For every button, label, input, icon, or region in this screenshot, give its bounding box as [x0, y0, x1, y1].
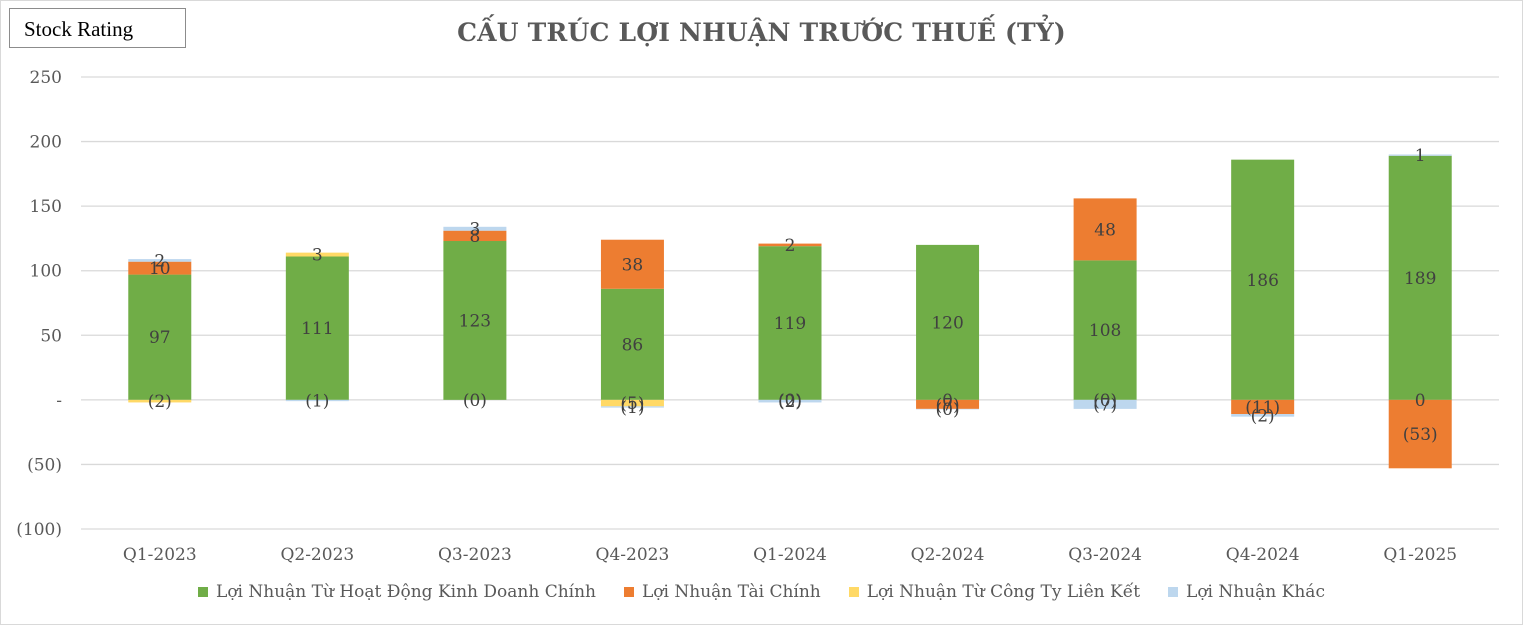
- data-label: 1: [1415, 146, 1426, 166]
- data-label: 2: [154, 251, 165, 271]
- bar-segment: [600, 288, 664, 400]
- bar-segment: [1073, 198, 1137, 261]
- x-tick-label: Q4-2024: [1226, 545, 1300, 565]
- x-tick-label: Q2-2023: [280, 545, 354, 565]
- bar-segment: [443, 241, 507, 400]
- bar-segment: [1231, 414, 1295, 417]
- bar-segment: [1388, 155, 1452, 400]
- x-tick-label: Q1-2023: [123, 545, 197, 565]
- data-label: (2): [148, 392, 172, 412]
- y-tick-label: 150: [30, 197, 62, 217]
- bar-segment: [916, 408, 980, 410]
- data-label: (0): [936, 400, 960, 420]
- bar-segment: [285, 399, 349, 402]
- data-label: 3: [469, 220, 480, 240]
- data-label: (1): [620, 398, 644, 418]
- legend-swatch: [1168, 587, 1179, 597]
- bar-segment: [758, 399, 822, 403]
- bar-segment: [916, 244, 980, 400]
- y-tick-label: (100): [16, 520, 62, 540]
- bar-segment: [285, 256, 349, 400]
- data-label: 48: [1094, 220, 1116, 240]
- x-tick-label: Q3-2024: [1068, 545, 1142, 565]
- data-label: (7): [1093, 395, 1117, 415]
- data-label: (0): [778, 391, 802, 411]
- y-tick-label: 100: [30, 262, 62, 282]
- bar-segment: [1073, 399, 1137, 409]
- x-tick-label: Q4-2023: [596, 545, 670, 565]
- bar-segment: [443, 226, 507, 231]
- bar-segment: [1231, 159, 1295, 400]
- bar-segment: [1388, 154, 1452, 156]
- data-label: (11): [1245, 398, 1280, 418]
- chart-legend: Lợi Nhuận Từ Hoạt Động Kinh Doanh Chính L…: [0, 582, 1523, 602]
- y-tick-label: 50: [40, 326, 62, 346]
- legend-item: Lợi Nhuận Từ Công Ty Liên Kết: [848, 582, 1141, 602]
- data-label: 38: [622, 255, 644, 275]
- x-tick-label: Q3-2023: [438, 545, 512, 565]
- legend-label: Lợi Nhuận Tài Chính: [642, 582, 821, 602]
- y-tick-label: (50): [27, 455, 62, 475]
- stock-rating-badge: Stock Rating: [9, 8, 186, 48]
- bar-segment: [443, 230, 507, 242]
- legend-label: Lợi Nhuận Từ Công Ty Liên Kết: [866, 582, 1141, 602]
- data-label: 119: [774, 314, 806, 334]
- data-label: 0: [1415, 391, 1426, 411]
- data-label: 123: [459, 311, 491, 331]
- data-label: 111: [301, 319, 333, 339]
- bar-segment: [600, 399, 664, 407]
- bar-segment: [916, 399, 980, 409]
- data-label: 120: [931, 313, 963, 333]
- legend-item: Lợi Nhuận Từ Hoạt Động Kinh Doanh Chính: [198, 582, 596, 602]
- y-tick-label: 250: [30, 68, 62, 88]
- bar-segment: [285, 252, 349, 257]
- data-label: (5): [620, 394, 644, 414]
- data-label: 186: [1246, 271, 1278, 291]
- legend-label: Lợi Nhuận Từ Hoạt Động Kinh Doanh Chính: [216, 582, 596, 602]
- legend-swatch: [848, 587, 859, 597]
- data-label: 97: [149, 328, 171, 348]
- legend-item: Lợi Nhuận Tài Chính: [624, 582, 821, 602]
- data-label: (2): [778, 392, 802, 412]
- bar-segment: [128, 261, 192, 275]
- data-label: 108: [1089, 321, 1121, 341]
- legend-swatch: [624, 587, 634, 597]
- bar-segment: [600, 406, 664, 408]
- y-tick-label: -: [56, 391, 62, 411]
- data-label: 10: [149, 259, 171, 279]
- data-label: (1): [305, 392, 329, 412]
- data-label: (0): [463, 391, 487, 411]
- bar-segment: [128, 399, 192, 403]
- y-tick-label: 200: [30, 133, 62, 153]
- bar-segment: [600, 239, 664, 289]
- data-label: (0): [1093, 391, 1117, 411]
- bar-segment: [128, 274, 192, 400]
- x-tick-label: Q1-2025: [1383, 545, 1457, 565]
- bar-segment: [758, 243, 822, 247]
- x-tick-label: Q1-2024: [753, 545, 827, 565]
- data-label: 8: [469, 227, 480, 247]
- data-label: (53): [1403, 425, 1438, 445]
- chart-title: CẤU TRÚC LỢI NHUẬN TRƯỚC THUẾ (TỶ): [457, 18, 1066, 47]
- x-tick-label: Q2-2024: [911, 545, 985, 565]
- data-label: 0: [942, 391, 953, 411]
- legend-label: Lợi Nhuận Khác: [1186, 582, 1325, 602]
- data-label: 189: [1404, 269, 1436, 289]
- data-label: 2: [785, 236, 796, 256]
- data-label: 3: [312, 246, 323, 266]
- data-label: (2): [1251, 406, 1275, 426]
- legend-swatch: [198, 587, 209, 597]
- bar-segment: [1231, 399, 1295, 415]
- data-label: 86: [622, 335, 644, 355]
- data-label: (7): [936, 395, 960, 415]
- bar-segment: [758, 246, 822, 400]
- bar-segment: [1073, 260, 1137, 400]
- legend-item: Lợi Nhuận Khác: [1168, 582, 1325, 602]
- bar-segment: [1388, 399, 1452, 469]
- bar-segment: [128, 259, 192, 262]
